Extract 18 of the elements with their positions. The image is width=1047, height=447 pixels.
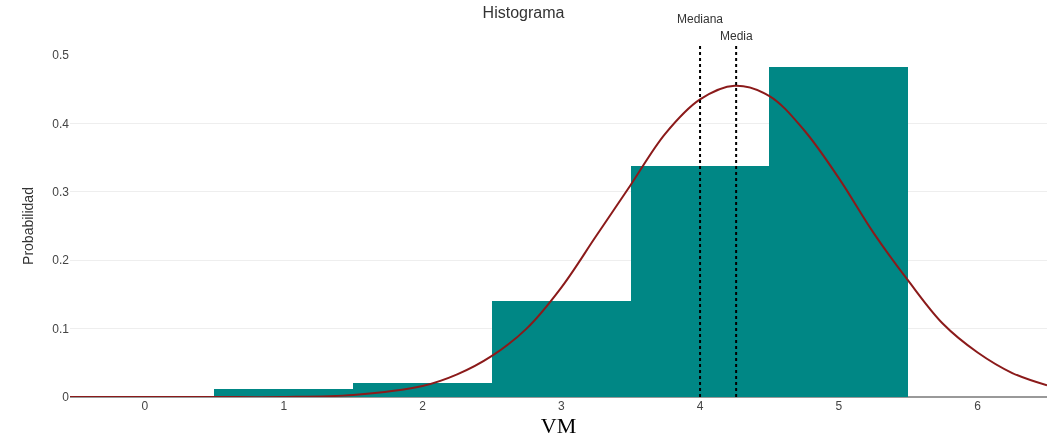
x-tick-label: 4 bbox=[696, 399, 704, 413]
y-tick-label: 0.3 bbox=[52, 185, 70, 199]
x-tick-label: 6 bbox=[974, 399, 982, 413]
line-series bbox=[70, 84, 1047, 397]
y-tick-label: 0.2 bbox=[52, 253, 70, 268]
y-tick-label: 0.1 bbox=[52, 321, 70, 336]
y-tick-label: 0.4 bbox=[52, 116, 70, 131]
x-tick-label: 3 bbox=[557, 399, 565, 413]
ref-line-label: Media bbox=[720, 29, 754, 43]
x-axis-title: VM bbox=[540, 413, 577, 438]
y-axis-title: Probabilidad bbox=[19, 187, 36, 265]
x-tick-label: 1 bbox=[280, 399, 288, 413]
ref-line-label: Mediana bbox=[677, 12, 724, 26]
y-tick-label: 0.5 bbox=[52, 48, 70, 63]
x-tick-label: 2 bbox=[419, 399, 427, 413]
x-tick-label: 5 bbox=[835, 399, 843, 413]
chart-title: Histograma bbox=[482, 3, 565, 21]
x-tick-label: 0 bbox=[141, 399, 149, 413]
